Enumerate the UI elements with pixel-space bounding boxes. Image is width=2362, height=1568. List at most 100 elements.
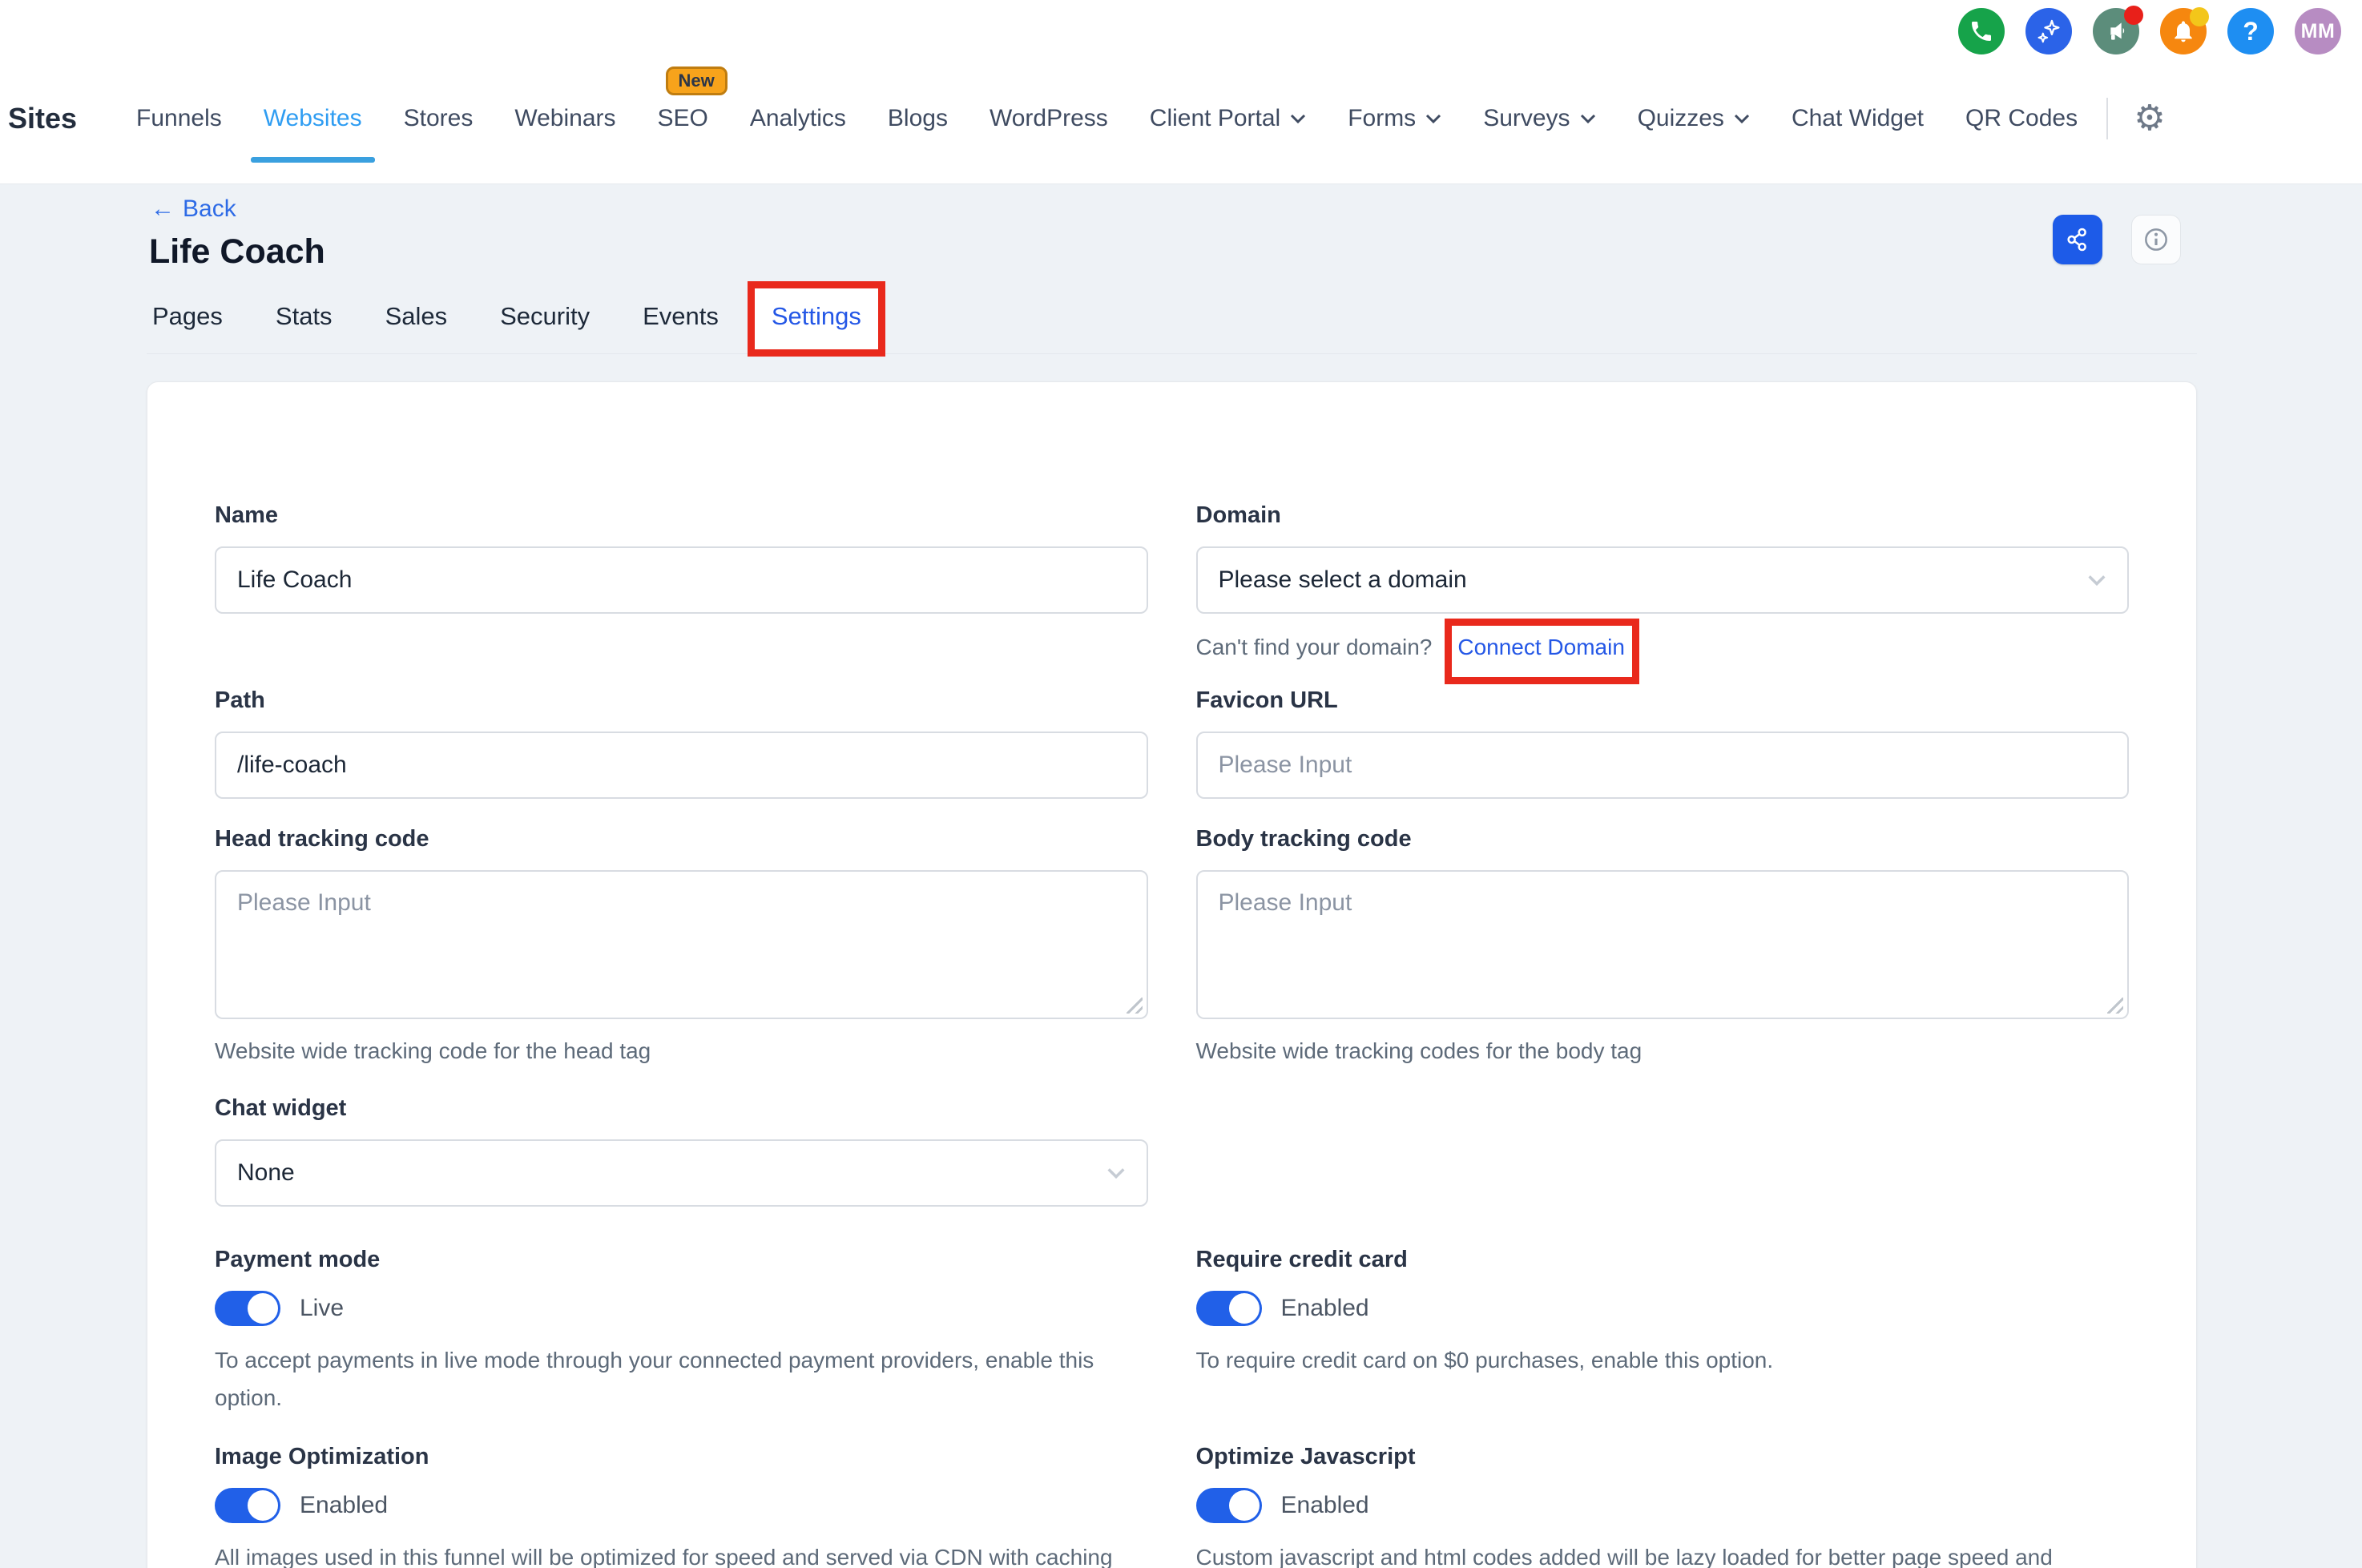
nav-item-forms[interactable]: Forms: [1348, 105, 1441, 132]
nav-divider: [2106, 98, 2109, 139]
nav-item-stores[interactable]: Stores: [403, 105, 474, 131]
head-code-label: Head tracking code: [215, 826, 429, 852]
domain-select-value: Please select a domain: [1218, 566, 1467, 593]
gear-icon[interactable]: ⚙: [2134, 98, 2166, 139]
image-opt-state: Enabled: [300, 1491, 389, 1518]
help-button[interactable]: ?: [2227, 8, 2274, 54]
path-input[interactable]: [215, 732, 1148, 799]
field-optimize-js: Optimize Javascript Enabled Custom javas…: [1195, 1443, 2130, 1568]
tab-events[interactable]: Events: [643, 302, 719, 330]
tab-security[interactable]: Security: [500, 302, 590, 330]
main-content: ← Back Life Coach Pages Stats Sales Secu…: [0, 184, 2362, 1568]
share-button[interactable]: [2053, 215, 2102, 264]
require-cc-toggle[interactable]: [1195, 1291, 1262, 1327]
top-bar: ? MM Sites Funnels Websites Stores Webin…: [0, 0, 2362, 184]
image-opt-label: Image Optimization: [215, 1443, 429, 1469]
field-head-code: Head tracking code Website wide tracking…: [215, 826, 1148, 1068]
optimize-js-state: Enabled: [1280, 1491, 1369, 1518]
settings-annotation-box: Settings: [747, 281, 885, 357]
chevron-down-icon: [1426, 114, 1441, 123]
require-cc-label: Require credit card: [1195, 1247, 1408, 1273]
new-badge: New: [665, 67, 728, 96]
info-button[interactable]: [2131, 215, 2181, 264]
primary-nav: Sites Funnels Websites Stores Webinars S…: [8, 67, 2362, 163]
nav-item-client-portal[interactable]: Client Portal: [1150, 105, 1306, 132]
app-title: Sites: [8, 102, 78, 135]
chevron-down-icon: [1580, 114, 1595, 123]
payment-mode-state: Live: [300, 1295, 345, 1322]
optimize-js-label: Optimize Javascript: [1195, 1443, 1416, 1469]
tab-stats[interactable]: Stats: [275, 302, 333, 330]
payment-mode-helper: To accept payments in live mode through …: [215, 1348, 1094, 1410]
quick-actions: ? MM: [1958, 6, 2341, 54]
domain-helper-text: Can't find your domain?: [1195, 635, 1433, 659]
nav-item-funnels[interactable]: Funnels: [136, 105, 222, 131]
head-code-textarea[interactable]: [215, 870, 1148, 1019]
chat-widget-select-value: None: [237, 1159, 295, 1187]
field-path: Path: [215, 687, 1148, 799]
toggle-knob: [248, 1293, 278, 1324]
require-cc-state: Enabled: [1280, 1295, 1369, 1322]
nav-item-surveys[interactable]: Surveys: [1483, 105, 1595, 132]
payment-mode-toggle[interactable]: [215, 1291, 280, 1327]
field-require-cc: Require credit card Enabled To require c…: [1195, 1247, 2130, 1379]
nav-item-blogs[interactable]: Blogs: [887, 105, 948, 131]
favicon-input[interactable]: [1195, 732, 2129, 799]
notification-dot: [2124, 6, 2143, 25]
nav-item-quizzes[interactable]: Quizzes: [1638, 105, 1750, 132]
nav-item-chat-widget[interactable]: Chat Widget: [1791, 105, 1925, 131]
optimize-js-toggle[interactable]: [1195, 1487, 1262, 1523]
domain-select[interactable]: Please select a domain: [1195, 546, 2129, 614]
body-code-textarea[interactable]: [1195, 870, 2129, 1019]
nav-item-wordpress[interactable]: WordPress: [989, 105, 1108, 131]
chat-widget-select[interactable]: None: [215, 1139, 1148, 1207]
field-payment-mode: Payment mode Live To accept payments in …: [215, 1247, 1148, 1416]
phone-icon: [1969, 18, 1994, 44]
nav-item-label: Forms: [1348, 105, 1417, 131]
bell-icon: [2171, 18, 2196, 44]
chevron-down-icon: [1106, 1168, 1125, 1179]
chevron-down-icon: [1734, 114, 1749, 123]
favicon-label: Favicon URL: [1195, 687, 1338, 713]
connect-domain-link[interactable]: Connect Domain: [1457, 635, 1625, 659]
nav-item-analytics[interactable]: Analytics: [749, 105, 846, 131]
body-code-helper: Website wide tracking codes for the body…: [1195, 1038, 1643, 1063]
notification-dot: [2190, 7, 2209, 26]
body-code-label: Body tracking code: [1195, 826, 1412, 852]
payment-mode-label: Payment mode: [215, 1247, 381, 1273]
notifications-button[interactable]: [2160, 7, 2209, 54]
announcements-button[interactable]: [2093, 6, 2143, 54]
body-code-textarea-wrap: [1195, 870, 2129, 1019]
tab-bar: Pages Stats Sales Security Events Settin…: [152, 281, 2362, 357]
field-name: Name: [215, 502, 1148, 614]
tab-pages[interactable]: Pages: [152, 302, 223, 330]
share-icon: [2067, 228, 2086, 252]
chevron-down-icon: [2088, 575, 2106, 586]
back-button[interactable]: ← Back: [151, 195, 236, 223]
nav-item-label: Surveys: [1483, 105, 1570, 131]
image-opt-toggle[interactable]: [215, 1487, 280, 1523]
nav-item-qr-codes[interactable]: QR Codes: [1965, 105, 2078, 131]
nav-item-websites[interactable]: Websites: [250, 105, 375, 163]
head-code-helper: Website wide tracking code for the head …: [215, 1038, 651, 1063]
phone-button[interactable]: [1958, 8, 2005, 54]
nav-item-webinars[interactable]: Webinars: [514, 105, 616, 131]
head-code-textarea-wrap: [215, 870, 1148, 1019]
field-body-code: Body tracking code Website wide tracking…: [1195, 826, 2129, 1068]
field-chat-widget: Chat widget None: [215, 1095, 1148, 1207]
settings-card: Name Domain Please select a domain Can't…: [147, 381, 2197, 1568]
tab-sales[interactable]: Sales: [385, 302, 448, 330]
info-icon: [2145, 228, 2167, 251]
back-arrow-icon: ←: [151, 195, 175, 222]
nav-item-seo[interactable]: SEO New: [658, 67, 728, 132]
toggle-knob: [248, 1489, 278, 1521]
sparkles-icon: [2035, 18, 2062, 45]
ai-button[interactable]: [2025, 8, 2072, 54]
tab-settings[interactable]: Settings: [771, 302, 861, 330]
user-avatar[interactable]: MM: [2295, 8, 2341, 54]
field-domain: Domain Please select a domain Can't find…: [1195, 502, 2130, 684]
domain-helper: Can't find your domain? Connect Domain: [1195, 619, 2130, 684]
toggle-knob: [1228, 1489, 1260, 1521]
path-label: Path: [215, 687, 265, 713]
name-input[interactable]: [215, 546, 1148, 614]
